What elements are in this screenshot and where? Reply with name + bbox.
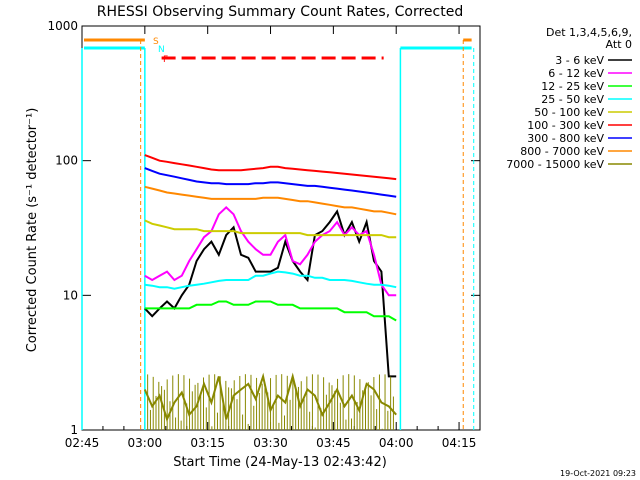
series-line xyxy=(144,167,397,198)
data-series: SNF xyxy=(81,37,475,430)
footer-timestamp: 19-Oct-2021 09:23 xyxy=(560,469,636,478)
plot-frame xyxy=(81,25,481,431)
series-line xyxy=(144,154,397,181)
ticks: 02:45 03:00 03:15 03:30 03:45 04:00 04:15 1 10 10… xyxy=(47,19,481,450)
x-tick-label: 03:15 xyxy=(190,436,225,450)
series-line xyxy=(144,300,397,322)
legend-label: 300 - 800 keV xyxy=(527,132,604,145)
series-line xyxy=(144,209,397,378)
legend-title: Det 1,3,4,5,6,9, xyxy=(546,26,632,39)
y-tick-label: 10 xyxy=(63,288,78,302)
x-tick-label: 03:00 xyxy=(128,436,163,450)
legend-label: 800 - 7000 keV xyxy=(520,145,604,158)
legend-label: 6 - 12 keV xyxy=(548,67,604,80)
y-tick-label: 100 xyxy=(55,154,78,168)
y-tick-label: 1000 xyxy=(47,19,78,33)
legend-label: 50 - 100 keV xyxy=(534,106,604,119)
x-tick-label: 02:45 xyxy=(65,436,100,450)
flag-label: F xyxy=(163,55,168,65)
x-tick-label: 04:15 xyxy=(442,436,477,450)
x-axis-label: Start Time (24-May-13 02:43:42) xyxy=(173,455,387,470)
chart-title: RHESSI Observing Summary Count Rates, Co… xyxy=(97,4,463,20)
legend-label: 25 - 50 keV xyxy=(541,93,604,106)
axes xyxy=(81,25,481,431)
series-line xyxy=(144,270,397,290)
y-axis-label: Corrected Count Rate (s⁻¹ detector⁻¹) xyxy=(25,108,40,353)
legend-label: 3 - 6 keV xyxy=(555,54,604,67)
legend-label: 7000 - 15000 keV xyxy=(506,158,604,171)
x-tick-label: 03:45 xyxy=(316,436,351,450)
legend-title: Att 0 xyxy=(606,38,632,51)
flag-label: S xyxy=(153,37,159,47)
flag-label: N xyxy=(158,45,165,55)
x-tick-label: 04:00 xyxy=(379,436,414,450)
series-line xyxy=(144,219,397,239)
legend-label: 12 - 25 keV xyxy=(541,80,604,93)
series-line xyxy=(144,206,397,297)
y-tick-label: 1 xyxy=(70,423,78,437)
x-tick-label: 03:30 xyxy=(253,436,288,450)
series-line xyxy=(144,185,397,216)
legend-label: 100 - 300 keV xyxy=(527,119,604,132)
